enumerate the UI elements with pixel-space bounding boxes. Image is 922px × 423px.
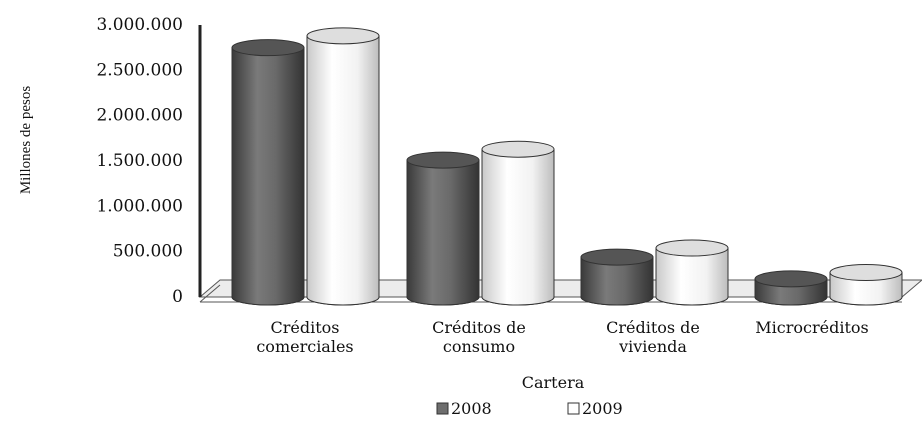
bar-top (580, 248, 654, 266)
legend-label-2008: 2008 (451, 399, 492, 418)
y-tick-label: 1.500.000 (96, 151, 183, 171)
y-tick-label: 2.000.000 (96, 106, 183, 126)
bars (231, 27, 903, 306)
y-tick-label: 1.000.000 (96, 196, 183, 216)
y-tick-label: 0 (172, 287, 183, 307)
bar-top (306, 27, 380, 45)
bar-body (655, 247, 729, 306)
bar-2009-1 (481, 140, 555, 306)
y-axis-label: Millones de pesos (18, 86, 34, 194)
bar-2008-3 (754, 270, 828, 306)
bar-body (306, 35, 380, 306)
bar-top (481, 140, 555, 158)
legend-label-2009: 2009 (582, 399, 623, 418)
x-axis-left-edge (199, 284, 221, 303)
x-category-label: Microcréditos (755, 318, 868, 337)
legend: 2008 2009 (436, 399, 623, 418)
bar-body (481, 148, 555, 306)
bar-body (406, 159, 480, 306)
bar-top (754, 270, 828, 288)
bar-top (655, 239, 729, 257)
y-tick-label: 2.500.000 (96, 60, 183, 80)
bar-body (231, 47, 305, 306)
y-axis-ticks: 3.000.000 2.500.000 2.000.000 1.500.000 1.00… (96, 15, 183, 307)
x-category-label: Créditos de vivienda (606, 318, 700, 356)
bar-2009-0 (306, 27, 380, 306)
y-tick-label: 3.000.000 (96, 15, 183, 35)
x-category-label: Créditos comerciales (256, 318, 353, 356)
bar-top (829, 264, 903, 282)
x-category-label: Créditos de consumo (432, 318, 526, 356)
bar-top (406, 151, 480, 169)
x-axis-label: Cartera (522, 373, 585, 392)
legend-swatch-2009 (567, 402, 580, 415)
bar-2008-2 (580, 248, 654, 306)
bar-body (829, 272, 903, 306)
bar-2009-2 (655, 239, 729, 306)
bar-2009-3 (829, 264, 903, 306)
legend-swatch-2008 (436, 402, 449, 415)
bar-2008-1 (406, 151, 480, 306)
y-tick-label: 500.000 (113, 242, 183, 262)
bar-top (231, 39, 305, 57)
bar-2008-0 (231, 39, 305, 306)
x-axis-categories: Créditos comerciales Créditos de consumo Cré… (256, 318, 868, 356)
bar-body (580, 256, 654, 306)
